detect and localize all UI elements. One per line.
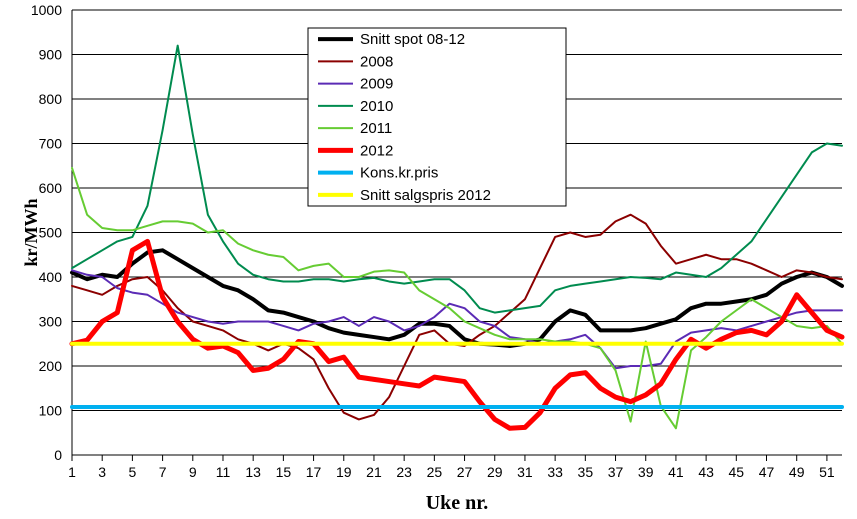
x-tick-label: 41 [668,464,684,480]
x-tick-label: 49 [789,464,805,480]
x-tick-label: 23 [396,464,412,480]
legend-label-y2012: 2012 [360,142,393,159]
y-tick-label: 1000 [31,2,62,18]
legend-label-snitt: Snitt spot 08-12 [360,31,465,48]
x-tick-label: 5 [128,464,136,480]
x-tick-label: 27 [457,464,473,480]
x-tick-label: 43 [698,464,714,480]
y-tick-label: 400 [39,269,63,285]
x-tick-label: 29 [487,464,503,480]
y-tick-label: 900 [39,47,63,63]
legend-label-y2010: 2010 [360,98,393,115]
x-tick-label: 11 [216,464,231,480]
legend-label-y2011: 2011 [360,120,392,137]
x-tick-label: 13 [245,464,261,480]
x-tick-label: 33 [547,464,563,480]
x-tick-label: 47 [759,464,775,480]
y-tick-label: 800 [39,91,63,107]
x-tick-label: 21 [366,464,382,480]
x-tick-label: 19 [336,464,352,480]
x-tick-label: 37 [608,464,624,480]
x-tick-label: 51 [819,464,835,480]
y-tick-label: 100 [39,403,63,419]
y-tick-label: 300 [39,314,63,330]
x-tick-label: 9 [189,464,197,480]
legend-label-y2009: 2009 [360,76,393,93]
x-tick-label: 1 [68,464,76,480]
chart-svg: 1357911131517192123252729313335373941434… [0,0,857,519]
y-tick-label: 600 [39,180,63,196]
legend-label-y2008: 2008 [360,53,393,70]
x-tick-label: 3 [98,464,106,480]
legend-label-kons: Kons.kr.pris [360,165,438,182]
x-axis-label: Uke nr. [426,492,489,514]
line-chart: 1357911131517192123252729313335373941434… [0,0,857,519]
x-tick-label: 17 [306,464,322,480]
x-tick-label: 25 [427,464,443,480]
x-tick-label: 31 [517,464,533,480]
x-tick-label: 39 [638,464,654,480]
x-tick-label: 15 [276,464,292,480]
y-tick-label: 700 [39,136,63,152]
x-tick-label: 7 [159,464,167,480]
x-tick-label: 45 [729,464,745,480]
y-tick-label: 200 [39,358,63,374]
y-tick-label: 500 [39,225,63,241]
x-tick-label: 35 [578,464,594,480]
y-tick-label: 0 [54,447,62,463]
legend-label-salg: Snitt salgspris 2012 [360,187,491,204]
y-axis-label: kr/MWh [21,198,41,266]
